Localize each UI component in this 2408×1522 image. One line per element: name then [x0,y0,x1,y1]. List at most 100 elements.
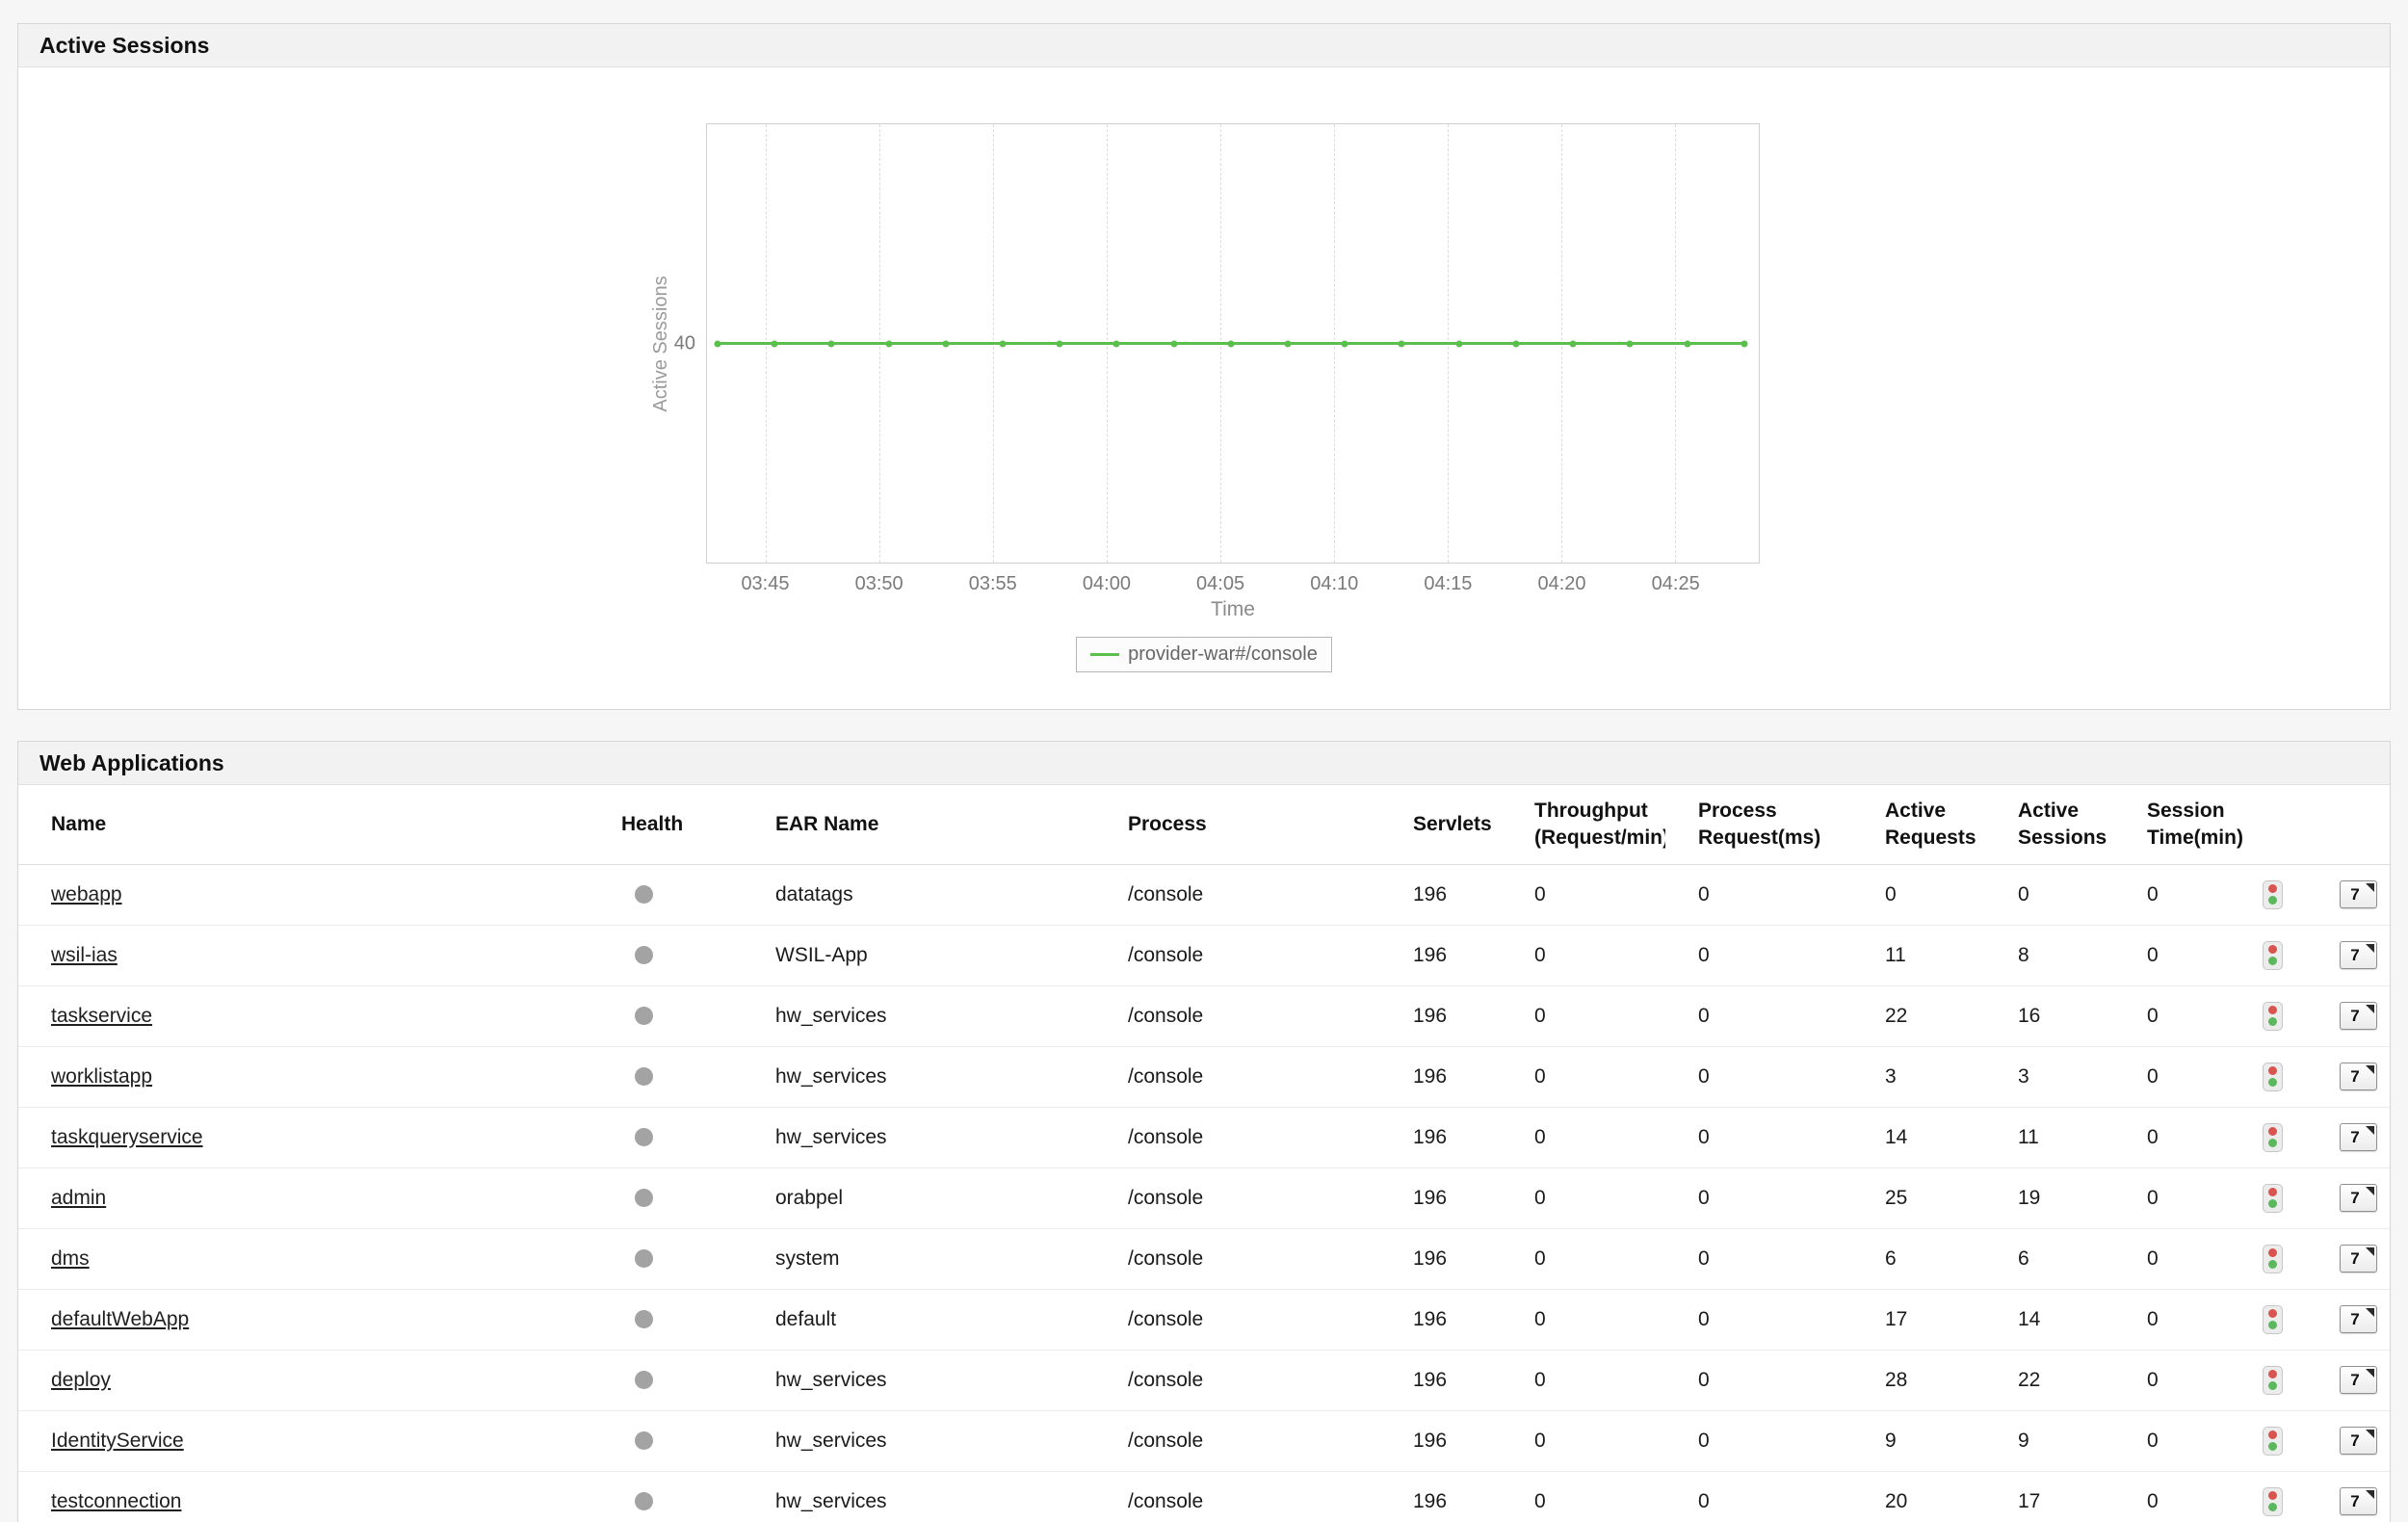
cell-servlets: 196 [1380,1046,1502,1108]
app-name-link[interactable]: taskqueryservice [51,1125,203,1148]
x-axis-tick: 03:50 [854,573,903,594]
cell-active_sessions: 22 [1985,1350,2114,1411]
cell-health [589,1046,743,1108]
traffic-light-icon[interactable] [2263,1486,2283,1516]
cell-process: /console [1095,1471,1380,1522]
metrics-button-label: 7 [2350,1127,2360,1146]
traffic-light-icon[interactable] [2263,940,2283,970]
data-point [1056,340,1063,347]
column-header-traffic [2243,785,2320,865]
cell-session_time: 0 [2114,1046,2243,1108]
chart-plot-area: 40 Active Sessions [650,123,1760,564]
app-name-link[interactable]: taskservice [51,1004,153,1027]
history-7day-button[interactable]: 7 [2340,1487,2377,1515]
history-7day-button[interactable]: 7 [2340,1245,2377,1273]
metrics-button-label: 7 [2350,1248,2360,1268]
history-7day-button[interactable]: 7 [2340,880,2377,908]
cell-process: /console [1095,1228,1380,1290]
green-light [2268,1260,2277,1269]
traffic-light-icon[interactable] [2263,1244,2283,1273]
cell-metrics: 7 [2320,1228,2390,1290]
traffic-light-icon[interactable] [2263,1183,2283,1213]
cell-active_sessions: 17 [1985,1471,2114,1522]
app-name-link[interactable]: admin [51,1186,107,1209]
cell-health [589,925,743,986]
app-name-link[interactable]: deploy [51,1368,111,1391]
corner-arrow-icon [2366,883,2374,892]
cell-throughput: 0 [1502,1228,1665,1290]
cell-process_request: 0 [1665,1107,1852,1168]
cell-active_requests: 17 [1852,1289,1985,1351]
cell-traffic [2243,1471,2320,1522]
cell-session_time: 0 [2114,1228,2243,1290]
cell-process: /console [1095,985,1380,1047]
metrics-button-label: 7 [2350,1066,2360,1086]
table-row: admin orabpel/console 196 0 0 25 19 0 7 [18,1168,2390,1229]
app-name-link[interactable]: dms [51,1246,90,1270]
traffic-light-icon[interactable] [2263,1122,2283,1152]
health-status-icon [635,1189,653,1208]
corner-arrow-icon [2366,1247,2374,1256]
cell-active_sessions: 19 [1985,1168,2114,1229]
green-light [2268,957,2277,965]
data-point [1684,340,1690,347]
corner-arrow-icon [2366,1065,2374,1074]
cell-ear: hw_services [743,1471,1095,1522]
cell-name: worklistapp [18,1046,589,1108]
app-name-link[interactable]: testconnection [51,1489,182,1512]
cell-process_request: 0 [1665,1289,1852,1351]
health-status-icon [635,946,653,965]
history-7day-button[interactable]: 7 [2340,1366,2377,1394]
app-name-link[interactable]: worklistapp [51,1064,153,1088]
cell-throughput: 0 [1502,1410,1665,1472]
cell-active_requests: 0 [1852,864,1985,926]
cell-metrics: 7 [2320,1471,2390,1522]
history-7day-button[interactable]: 7 [2340,1184,2377,1212]
cell-metrics: 7 [2320,1289,2390,1351]
history-7day-button[interactable]: 7 [2340,1427,2377,1455]
traffic-light-icon[interactable] [2263,1062,2283,1091]
cell-active_sessions: 6 [1985,1228,2114,1290]
cell-throughput: 0 [1502,864,1665,926]
traffic-light-icon[interactable] [2263,1304,2283,1334]
active-sessions-panel-title: Active Sessions [18,24,2390,67]
table-row: worklistapp hw_services/console 196 0 0 3 3 0 7 [18,1046,2390,1108]
cell-session_time: 0 [2114,1168,2243,1229]
data-point [1512,340,1520,347]
column-header-process: Process [1095,785,1380,865]
table-row: webapp datatags/console 196 0 0 0 0 0 7 [18,864,2390,926]
web-applications-panel-title: Web Applications [18,742,2390,785]
column-header-servlets: Servlets [1380,785,1502,865]
history-7day-button[interactable]: 7 [2340,1305,2377,1333]
metrics-button-label: 7 [2350,1309,2360,1328]
history-7day-button[interactable]: 7 [2340,1123,2377,1151]
cell-name: dms [18,1228,589,1290]
app-name-link[interactable]: wsil-ias [51,943,118,966]
cell-process: /console [1095,1168,1380,1229]
data-point [1170,340,1178,347]
app-name-link[interactable]: webapp [51,882,122,905]
red-light [2268,1248,2277,1257]
data-point [1455,340,1463,347]
traffic-light-icon[interactable] [2263,1426,2283,1456]
corner-arrow-icon [2366,1187,2374,1195]
history-7day-button[interactable]: 7 [2340,1063,2377,1090]
x-axis-tick: 03:45 [741,573,790,594]
cell-metrics: 7 [2320,1168,2390,1229]
traffic-light-icon[interactable] [2263,1001,2283,1031]
cell-name: deploy [18,1350,589,1411]
cell-active_requests: 6 [1852,1228,1985,1290]
history-7day-button[interactable]: 7 [2340,941,2377,969]
cell-active_sessions: 3 [1985,1046,2114,1108]
app-name-link[interactable]: IdentityService [51,1429,184,1452]
x-axis-tick: 03:55 [968,573,1017,594]
history-7day-button[interactable]: 7 [2340,1002,2377,1030]
traffic-light-icon[interactable] [2263,1365,2283,1395]
column-header-process_request: Process Request(ms) [1665,785,1852,865]
traffic-light-icon[interactable] [2263,879,2283,909]
cell-ear: hw_services [743,985,1095,1047]
column-header-active_sessions: Active Sessions [1985,785,2114,865]
cell-health [589,1410,743,1472]
cell-session_time: 0 [2114,1471,2243,1522]
app-name-link[interactable]: defaultWebApp [51,1307,190,1330]
